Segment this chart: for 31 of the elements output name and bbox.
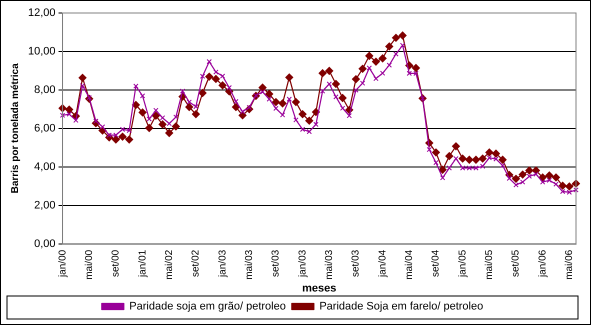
y-axis-title: Barris por tonelada métrica [10,62,21,194]
x-tick-label: mai/05 [484,249,496,280]
y-tick-label: 8,00 [34,84,56,96]
x-tick-label: set/00 [110,249,122,278]
y-tick-label: 10,00 [28,45,56,58]
x-tick-label: jan/00 [57,249,68,278]
x-tick-label: mai/00 [84,249,95,280]
y-tick-label: 0,00 [34,238,56,250]
x-tick-label: jan/03 [297,249,308,278]
x-tick-label: jan/03 [217,249,228,278]
x-tick-label: mai/06 [564,249,576,280]
y-tick-label: 4,00 [34,160,56,173]
x-tick-label: jan/05 [457,249,468,278]
x-tick-label: set/03 [350,249,362,278]
x-tick-label: mai/03 [324,249,336,280]
y-tick-label: 6,00 [34,122,56,134]
x-tick-label: mai/02 [164,249,175,280]
y-tick-label: 2,00 [34,199,56,212]
x-tick-label: jan/01 [137,249,148,278]
x-tick-label: set/02 [190,249,202,278]
y-tick-label: 12,00 [28,7,56,20]
x-tick-label: jan/06 [537,249,548,278]
x-tick-label: set/03 [270,249,282,278]
x-tick-label: set/05 [510,249,522,278]
legend-label: Paridade Soja em farelo/ petroleo [319,300,484,313]
x-axis-title: meses [302,282,336,294]
x-tick-label: set/04 [430,249,442,278]
x-tick-label: mai/03 [244,249,255,280]
x-tick-label: mai/04 [404,249,416,280]
x-tick-label: jan/04 [377,249,388,278]
legend-label: Paridade soja em grão/ petroleo [129,300,286,313]
